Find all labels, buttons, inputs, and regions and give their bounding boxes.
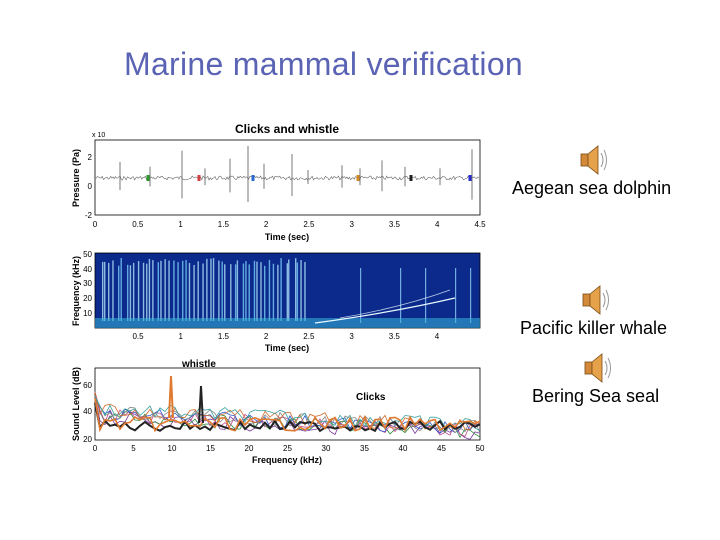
waveform-ylabel: Pressure (Pa)	[71, 149, 81, 207]
speaker-icon[interactable]	[574, 142, 610, 178]
tick-label: 0.5	[132, 332, 144, 341]
tick-label: 45	[437, 444, 446, 453]
spectrum-panel: whistle Clicks 60 40 20 0 5 10 15 20 25 30 35 40…	[71, 359, 485, 465]
tick-label: 4	[435, 332, 440, 341]
waveform-title: Clicks and whistle	[235, 122, 339, 136]
tick-label: 20	[245, 444, 254, 453]
tick-label: 30	[322, 444, 331, 453]
spectrum-xticks: 0 5 10 15 20 25 30 35 40 45 50	[93, 444, 485, 453]
tick-label: 4.5	[474, 220, 486, 229]
tick-label: 40	[399, 444, 408, 453]
tick-label: 3.5	[389, 332, 401, 341]
tick-label: 3.5	[389, 220, 401, 229]
waveform-xticks: 0 0.5 1 1.5 2 2.5 3 3.5 4 4.5	[93, 220, 486, 229]
spectrum-annotation-clicks: Clicks	[356, 392, 386, 403]
tick-label: 5	[131, 444, 136, 453]
spectrogram-ytick: 40	[83, 265, 92, 274]
audio-clip-killer-whale[interactable]: Pacific killer whale	[520, 282, 667, 339]
tick-label: 3	[349, 332, 354, 341]
spectrogram-xticks: 0.5 1 1.5 2 2.5 3 3.5 4	[132, 332, 439, 341]
spectrum-xlabel: Frequency (kHz)	[252, 455, 322, 465]
spectrum-annotation-whistle: whistle	[181, 359, 216, 370]
tick-label: 35	[360, 444, 369, 453]
spectrogram-ytick: 20	[83, 294, 92, 303]
spectrum-curves	[94, 375, 481, 440]
spectrum-ytick: 20	[83, 435, 92, 444]
spectrum-ytick: 60	[83, 381, 92, 390]
waveform-axes	[94, 139, 481, 216]
tick-label: 10	[168, 444, 177, 453]
audio-clip-seal[interactable]: Bering Sea seal	[532, 350, 659, 407]
tick-label: 2	[264, 332, 269, 341]
tick-label: 50	[476, 444, 485, 453]
audio-label: Aegean sea dolphin	[512, 178, 672, 198]
speaker-icon[interactable]	[576, 282, 612, 318]
spectrum-axes	[94, 367, 481, 441]
tick-label: 25	[283, 444, 292, 453]
spectrum-ylabel: Sound Level (dB)	[71, 367, 81, 441]
audio-clip-dolphin[interactable]: Aegean sea dolphin	[512, 142, 671, 199]
tick-label: 2.5	[303, 220, 315, 229]
spectrogram-panel: 50 40 30 20 10 0.5 1 1.5 2 2.5 3 3.5 4 Time (se…	[71, 250, 481, 353]
tick-label: 15	[206, 444, 215, 453]
tick-label: 1.5	[218, 220, 230, 229]
tick-label: 1	[178, 332, 183, 341]
waveform-panel: Clicks and whistle x 10 2 0 -2 0 0.5 1 1.5 2…	[71, 122, 486, 242]
speaker-icon[interactable]	[578, 350, 614, 386]
tick-label: 0.5	[132, 220, 144, 229]
spectrum-ytick: 40	[83, 407, 92, 416]
spectrogram-ytick: 50	[83, 250, 92, 259]
spectrogram-xlabel: Time (sec)	[265, 343, 309, 353]
waveform-ytick: 0	[88, 182, 93, 191]
tick-label: 2.5	[303, 332, 315, 341]
spectrogram-ytick: 10	[83, 309, 92, 318]
spectrogram-image	[95, 258, 480, 328]
tick-label: 4	[435, 220, 440, 229]
tick-label: 3	[349, 220, 354, 229]
tick-label: 0	[93, 444, 98, 453]
slide-title: Marine mammal verification	[124, 46, 524, 82]
tick-label: 2	[264, 220, 269, 229]
waveform-trace	[94, 146, 480, 202]
spectrogram-ylabel: Frequency (kHz)	[71, 256, 81, 326]
waveform-exponent: x 10	[92, 132, 105, 139]
waveform-ytick: -2	[85, 211, 93, 220]
acoustic-figure: Clicks and whistle x 10 2 0 -2 0 0.5 1 1.5 2…	[71, 122, 486, 465]
tick-label: 1.5	[218, 332, 230, 341]
spectrogram-ytick: 30	[83, 279, 92, 288]
audio-label: Pacific killer whale	[520, 318, 668, 338]
audio-label: Bering Sea seal	[532, 386, 660, 406]
tick-label: 1	[178, 220, 183, 229]
waveform-ytick: 2	[88, 153, 93, 162]
tick-label: 0	[93, 220, 98, 229]
waveform-xlabel: Time (sec)	[265, 232, 309, 242]
